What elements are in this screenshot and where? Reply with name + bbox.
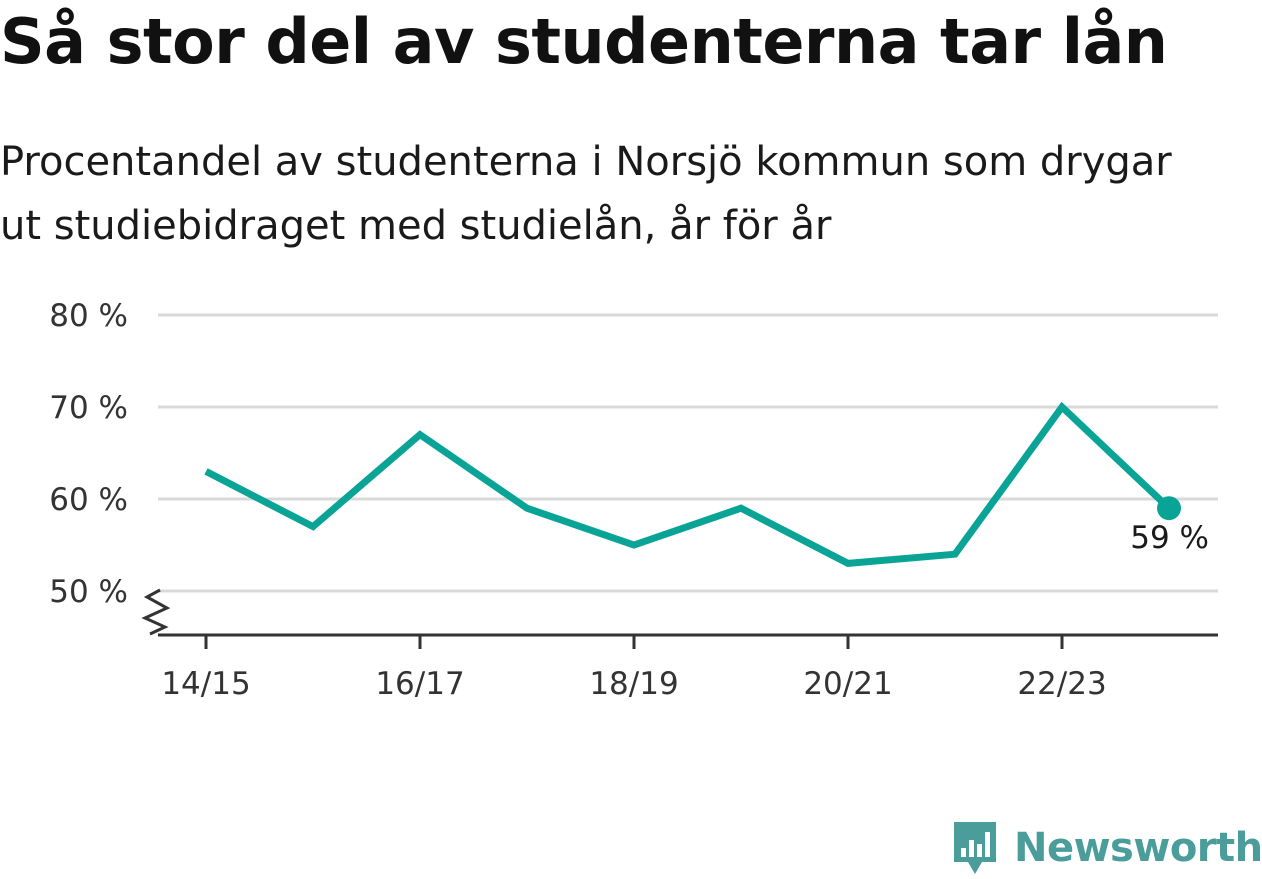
last-point-label: 59 % bbox=[1130, 520, 1209, 556]
brand-name: Newsworthy bbox=[1014, 825, 1262, 871]
brand-logo: Newsworthy bbox=[950, 818, 1262, 878]
y-tick-label: 80 % bbox=[49, 298, 128, 334]
x-tick-label: 16/17 bbox=[375, 666, 464, 702]
y-tick-label: 70 % bbox=[49, 390, 128, 426]
x-tick-label: 20/21 bbox=[803, 666, 892, 702]
y-axis-labels: 50 % 60 % 70 % 80 % bbox=[49, 298, 128, 610]
bar-chart-speech-bubble-icon bbox=[954, 822, 996, 874]
x-axis-labels: 14/15 16/17 18/19 20/21 22/23 bbox=[161, 666, 1106, 702]
x-axis bbox=[141, 588, 1218, 649]
chart-title: Så stor del av studenterna tar lån bbox=[0, 5, 1168, 78]
y-tick-label: 50 % bbox=[49, 574, 128, 610]
series bbox=[204, 401, 1181, 567]
x-tick-label: 22/23 bbox=[1017, 666, 1106, 702]
x-tick-label: 18/19 bbox=[589, 666, 678, 702]
line-chart: 50 % 60 % 70 % 80 % 14/15 16/17 18/19 20/21 22/… bbox=[49, 298, 1218, 702]
last-data-point bbox=[1157, 496, 1181, 521]
series-line bbox=[204, 401, 1172, 567]
chart-subtitle: Procentandel av studenterna i Norsjö kom… bbox=[0, 139, 1172, 249]
y-tick-label: 60 % bbox=[49, 482, 128, 518]
axis-break-icon bbox=[141, 588, 171, 636]
annotations: 59 % bbox=[1130, 520, 1209, 556]
x-tick-label: 14/15 bbox=[161, 666, 250, 702]
grid-lines bbox=[158, 313, 1218, 593]
